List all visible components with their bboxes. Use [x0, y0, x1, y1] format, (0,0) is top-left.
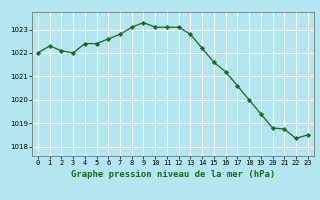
X-axis label: Graphe pression niveau de la mer (hPa): Graphe pression niveau de la mer (hPa) [71, 170, 275, 179]
